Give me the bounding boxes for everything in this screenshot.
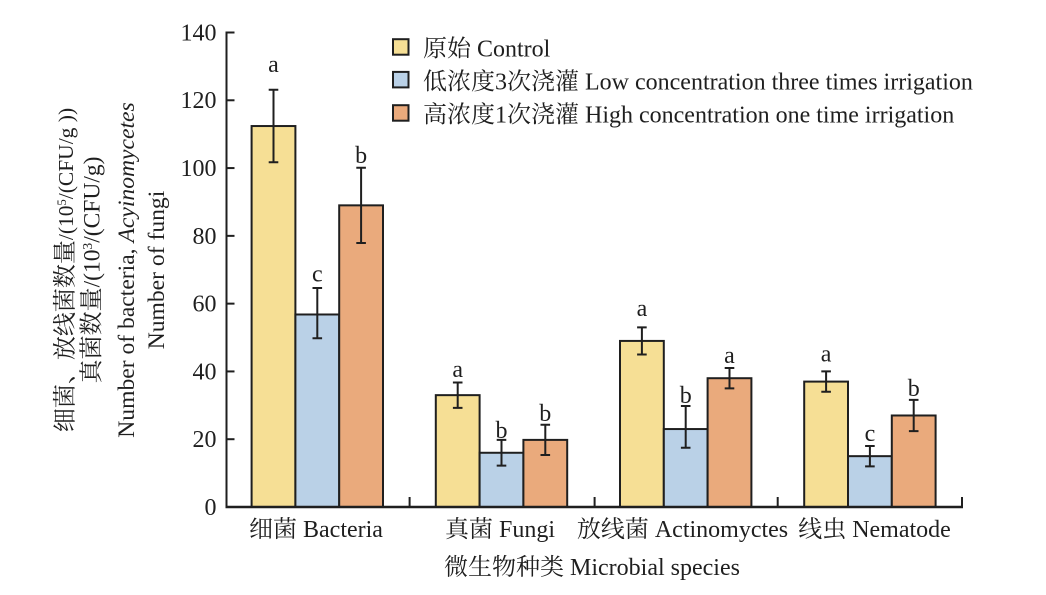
svg-text:/(10: /(10 bbox=[54, 205, 78, 240]
svg-text:Control: Control bbox=[477, 37, 551, 63]
svg-text:b: b bbox=[496, 418, 508, 444]
svg-text:Low concentration three times: Low concentration three times irrigation bbox=[585, 70, 973, 96]
svg-text:b: b bbox=[355, 143, 367, 169]
svg-text:b: b bbox=[539, 401, 551, 427]
svg-text:Number of fungi: Number of fungi bbox=[144, 190, 170, 349]
svg-text:a: a bbox=[821, 342, 832, 368]
svg-text:60: 60 bbox=[193, 292, 217, 318]
svg-text:/(10: /(10 bbox=[80, 250, 106, 288]
svg-text:5: 5 bbox=[55, 199, 69, 205]
svg-text:120: 120 bbox=[181, 88, 217, 114]
svg-text:Actinomyctes: Actinomyctes bbox=[655, 517, 788, 543]
svg-text:Number of bacteria,: Number of bacteria, bbox=[114, 248, 140, 437]
svg-text:Acyinomycetes: Acyinomycetes bbox=[114, 102, 140, 244]
svg-text:c: c bbox=[865, 421, 876, 447]
svg-text:Microbial species: Microbial species bbox=[570, 555, 740, 581]
svg-text:0: 0 bbox=[205, 495, 217, 521]
svg-text:Bacteria: Bacteria bbox=[303, 517, 383, 543]
svg-text:/(CFU/g )): /(CFU/g )) bbox=[54, 108, 78, 199]
svg-text:40: 40 bbox=[193, 359, 217, 385]
svg-text:High concentration one time ir: High concentration one time irrigation bbox=[585, 103, 954, 129]
svg-text:Fungi: Fungi bbox=[499, 517, 555, 543]
svg-text:a: a bbox=[724, 343, 735, 369]
svg-text:a: a bbox=[268, 52, 279, 78]
svg-text:c: c bbox=[312, 262, 323, 288]
svg-text:Nematode: Nematode bbox=[852, 517, 951, 543]
svg-text:3: 3 bbox=[495, 70, 507, 96]
svg-text:b: b bbox=[680, 383, 692, 409]
svg-text:a: a bbox=[637, 296, 648, 322]
svg-text:100: 100 bbox=[181, 156, 217, 182]
svg-text:140: 140 bbox=[181, 20, 217, 46]
svg-text:b: b bbox=[908, 376, 920, 402]
svg-text:80: 80 bbox=[193, 224, 217, 250]
svg-text:1: 1 bbox=[495, 103, 507, 129]
svg-text:/(CFU/g): /(CFU/g) bbox=[80, 157, 106, 243]
svg-text:3: 3 bbox=[80, 243, 95, 250]
svg-text:20: 20 bbox=[193, 427, 217, 453]
svg-text:a: a bbox=[452, 357, 463, 383]
